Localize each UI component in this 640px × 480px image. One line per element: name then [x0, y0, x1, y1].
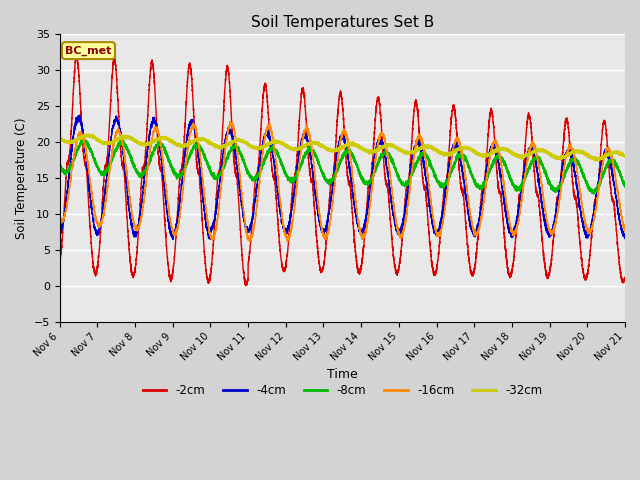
-4cm	[485, 152, 493, 158]
X-axis label: Time: Time	[327, 368, 358, 382]
Line: -2cm: -2cm	[60, 54, 625, 286]
-4cm	[248, 219, 256, 225]
-32cm	[621, 153, 629, 159]
-16cm	[469, 224, 477, 229]
-8cm	[590, 191, 598, 197]
-32cm	[485, 151, 493, 157]
-32cm	[591, 158, 599, 164]
-8cm	[598, 178, 605, 183]
-16cm	[621, 228, 629, 234]
-16cm	[56, 217, 63, 223]
-32cm	[83, 132, 90, 137]
-32cm	[248, 144, 255, 150]
-4cm	[169, 237, 177, 242]
-8cm	[323, 178, 331, 183]
-4cm	[591, 206, 598, 212]
-4cm	[56, 229, 63, 235]
-2cm	[73, 51, 81, 57]
-16cm	[591, 216, 598, 221]
-32cm	[323, 146, 331, 152]
-16cm	[324, 231, 332, 237]
-16cm	[248, 232, 255, 238]
-2cm	[485, 120, 493, 125]
Y-axis label: Soil Temperature (C): Soil Temperature (C)	[15, 117, 28, 239]
-4cm	[76, 112, 83, 118]
-8cm	[621, 184, 629, 190]
-2cm	[248, 222, 256, 228]
-2cm	[621, 275, 629, 281]
-32cm	[591, 156, 598, 162]
-32cm	[598, 155, 605, 161]
-8cm	[485, 168, 493, 174]
Line: -16cm: -16cm	[60, 121, 625, 241]
-2cm	[242, 283, 250, 289]
-4cm	[324, 219, 332, 225]
-4cm	[621, 232, 629, 238]
-8cm	[591, 187, 598, 193]
Line: -8cm: -8cm	[60, 140, 625, 194]
Line: -4cm: -4cm	[60, 115, 625, 240]
-16cm	[284, 238, 291, 244]
-2cm	[469, 270, 477, 276]
-32cm	[56, 134, 63, 140]
-2cm	[591, 201, 598, 207]
-2cm	[324, 226, 332, 231]
-2cm	[598, 140, 605, 146]
-8cm	[469, 175, 477, 181]
-8cm	[120, 137, 127, 143]
Text: BC_met: BC_met	[65, 46, 112, 56]
Line: -32cm: -32cm	[60, 134, 625, 161]
-8cm	[56, 163, 63, 168]
-2cm	[56, 260, 63, 266]
-4cm	[469, 231, 477, 237]
-16cm	[485, 159, 493, 165]
-8cm	[248, 176, 255, 181]
-16cm	[226, 119, 234, 124]
-4cm	[598, 164, 605, 170]
-16cm	[598, 168, 605, 173]
Legend: -2cm, -4cm, -8cm, -16cm, -32cm: -2cm, -4cm, -8cm, -16cm, -32cm	[138, 380, 547, 402]
-32cm	[469, 147, 477, 153]
Title: Soil Temperatures Set B: Soil Temperatures Set B	[251, 15, 434, 30]
